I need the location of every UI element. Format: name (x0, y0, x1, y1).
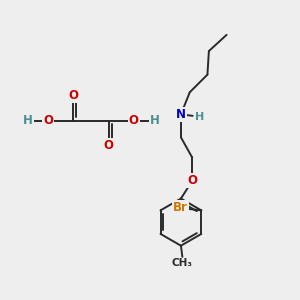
Text: H: H (194, 112, 204, 122)
Text: Br: Br (173, 201, 188, 214)
Text: N: N (176, 108, 186, 121)
Text: O: O (187, 174, 197, 187)
Text: H: H (149, 114, 159, 127)
Text: H: H (23, 114, 33, 127)
Text: O: O (129, 114, 139, 127)
Text: CH₃: CH₃ (172, 258, 193, 268)
Text: O: O (44, 114, 53, 127)
Text: O: O (68, 89, 78, 102)
Text: O: O (104, 139, 114, 152)
